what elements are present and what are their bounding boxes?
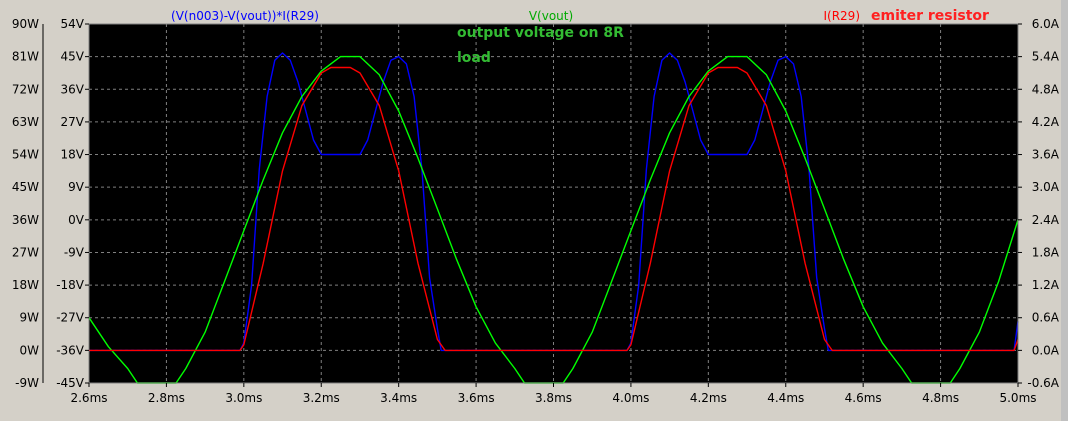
y-tick-label-current: 1.8A xyxy=(1032,245,1060,259)
x-tick-label: 4.0ms xyxy=(612,391,649,405)
x-tick-label: 5.0ms xyxy=(999,391,1036,405)
y-tick-label-voltage: 0V xyxy=(68,213,85,227)
y-tick-label-voltage: -36V xyxy=(56,343,85,357)
y-tick-label-current: 6.0A xyxy=(1032,17,1060,31)
annotation-output-voltage: output voltage on 8R xyxy=(457,25,624,41)
y-tick-label-current: 0.6A xyxy=(1032,311,1060,325)
y-tick-label-voltage: -27V xyxy=(56,311,85,325)
y-tick-label-current: 4.8A xyxy=(1032,82,1060,96)
grid xyxy=(89,24,1018,383)
y-tick-label-current: 2.4A xyxy=(1032,213,1060,227)
y-tick-label-power: 72W xyxy=(12,82,39,96)
plot-area xyxy=(89,24,1018,383)
x-tick-label: 4.6ms xyxy=(845,391,882,405)
window-scrollbar[interactable] xyxy=(1061,0,1068,421)
y-tick-label-voltage: -9V xyxy=(64,245,85,259)
annotation-load: load xyxy=(457,50,491,66)
y-tick-label-power: 45W xyxy=(12,180,39,194)
axes: 2.6ms 2.8ms 3.0ms 3.2ms 3.4ms 3.6ms 3.8ms 4.0ms… xyxy=(12,17,1060,405)
x-tick-label: 3.8ms xyxy=(535,391,572,405)
y-tick-label-current: -0.6A xyxy=(1027,376,1059,390)
y-tick-label-voltage: 27V xyxy=(61,115,85,129)
x-tick-label: 3.6ms xyxy=(458,391,495,405)
y-tick-label-voltage: 36V xyxy=(61,82,85,96)
x-tick-label: 3.4ms xyxy=(380,391,417,405)
x-tick-label: 3.0ms xyxy=(225,391,262,405)
y-tick-label-voltage: 54V xyxy=(61,17,85,31)
y-tick-label-power: 63W xyxy=(12,115,39,129)
y-tick-label-power: 54W xyxy=(12,148,39,162)
y-tick-label-power: -9W xyxy=(15,376,39,390)
y-tick-label-power: 81W xyxy=(12,50,39,64)
legend-vout-trace[interactable]: V(vout) xyxy=(529,9,573,23)
y-tick-label-power: 27W xyxy=(12,245,39,259)
x-tick-label: 4.4ms xyxy=(767,391,804,405)
y-tick-label-voltage: 18V xyxy=(61,148,85,162)
x-tick-label: 3.2ms xyxy=(303,391,340,405)
y-tick-label-voltage: -45V xyxy=(56,376,85,390)
legend-power-trace[interactable]: (V(n003)-V(vout))*I(R29) xyxy=(171,9,319,23)
y-tick-label-current: 4.2A xyxy=(1032,115,1060,129)
y-tick-label-power: 9W xyxy=(20,311,40,325)
x-tick-label: 4.2ms xyxy=(690,391,727,405)
y-tick-label-power: 0W xyxy=(20,343,40,357)
y-tick-label-voltage: 45V xyxy=(61,50,85,64)
y-tick-label-power: 18W xyxy=(12,278,39,292)
annotation-emiter-resistor: emiter resistor xyxy=(871,8,989,24)
y-tick-label-power: 36W xyxy=(12,213,39,227)
y-tick-label-current: 3.6A xyxy=(1032,148,1060,162)
y-tick-label-power: 90W xyxy=(12,17,39,31)
y-tick-label-current: 0.0A xyxy=(1032,343,1060,357)
legend-ir29-trace[interactable]: I(R29) xyxy=(823,9,860,23)
x-tick-label: 2.8ms xyxy=(148,391,185,405)
y-tick-label-current: 5.4A xyxy=(1032,50,1060,64)
y-tick-label-voltage: 9V xyxy=(68,180,85,194)
series-line-i-r29 xyxy=(89,66,1019,352)
y-tick-label-current: 3.0A xyxy=(1032,180,1060,194)
y-tick-label-voltage: -18V xyxy=(56,278,85,292)
x-tick-label: 2.6ms xyxy=(70,391,107,405)
y-tick-label-current: 1.2A xyxy=(1032,278,1060,292)
x-tick-label: 4.8ms xyxy=(922,391,959,405)
